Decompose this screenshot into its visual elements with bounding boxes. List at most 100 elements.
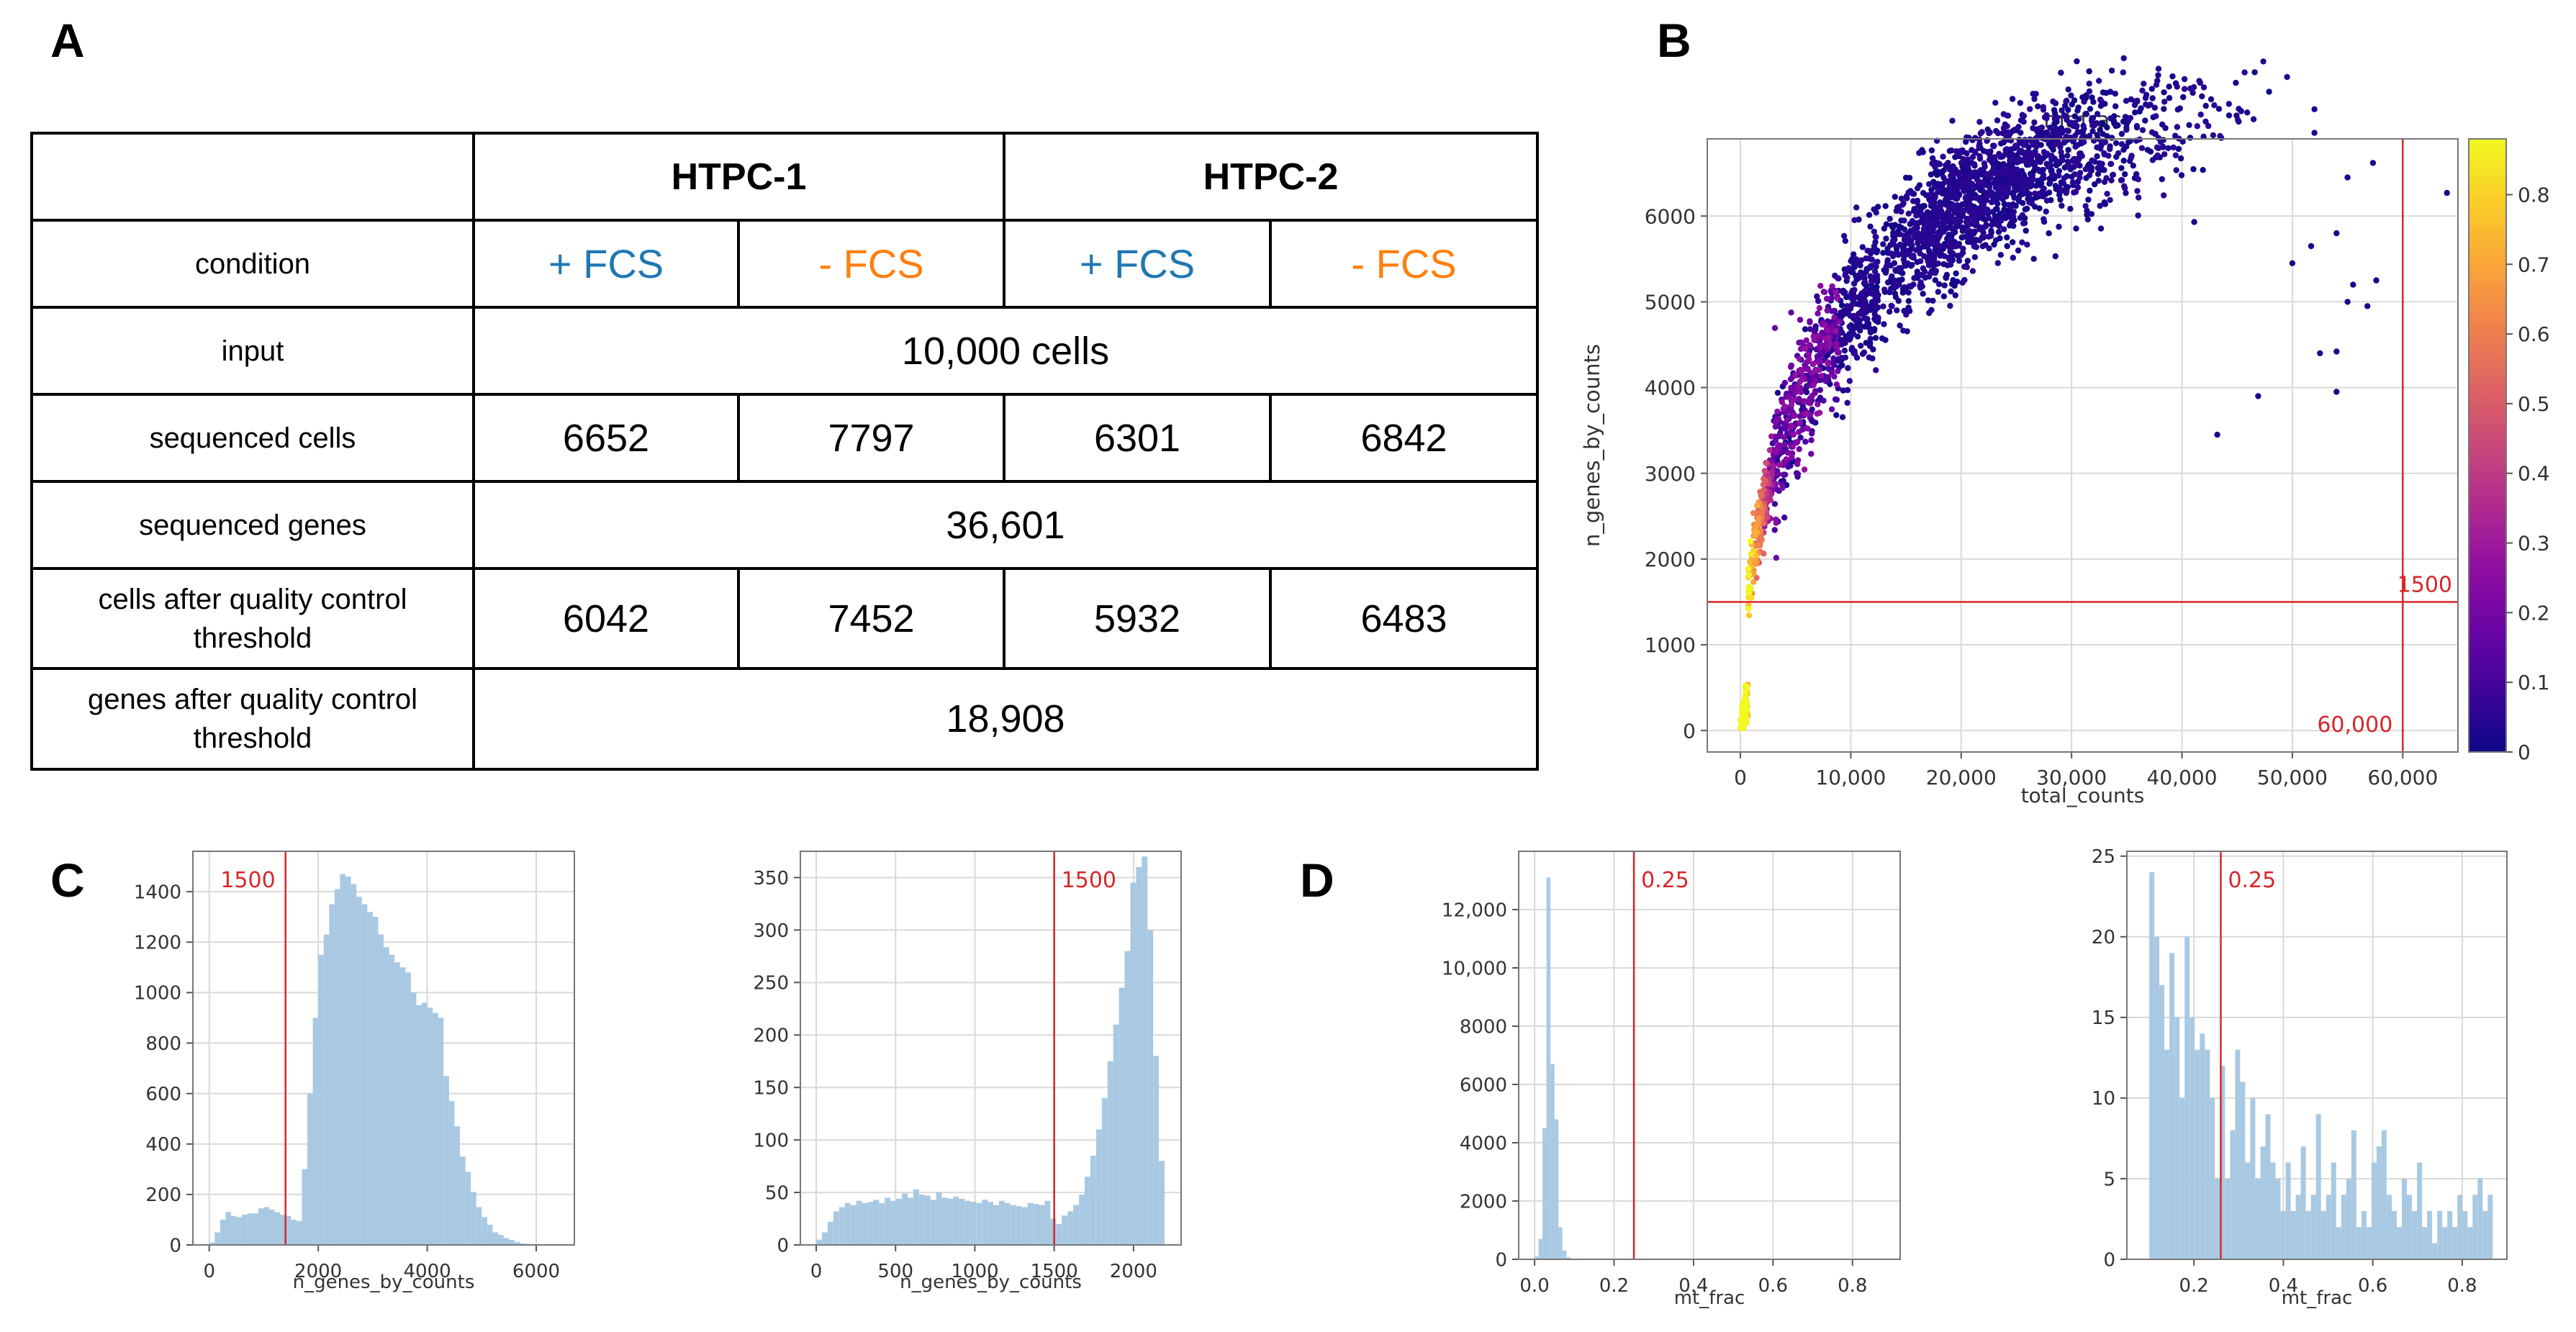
scatter-point [1880, 250, 1886, 256]
scatter-point [2058, 69, 2064, 76]
scatter-point [2118, 177, 2125, 184]
scatter-point [2160, 143, 2166, 150]
scatter-point [1794, 438, 1801, 445]
scatter-point [1992, 99, 1999, 106]
scatter-point [2022, 179, 2028, 186]
scatter-point [1959, 227, 1966, 235]
scatter-point [2200, 167, 2206, 173]
scatter-point [1832, 289, 1839, 295]
scatter-point [2033, 143, 2040, 150]
scatter-point [1947, 302, 1953, 309]
scatter-point [1996, 150, 2002, 157]
scatter-point [2023, 158, 2029, 166]
histogram-bar [862, 1202, 868, 1245]
scatter-point [1926, 248, 1933, 254]
y-tick-label: 0 [1683, 719, 1696, 743]
scatter-point [1797, 435, 1804, 441]
histogram-bar [976, 1202, 982, 1245]
scatter-point [1905, 298, 1912, 304]
scatter-point [2161, 151, 2168, 158]
scatter-point [1948, 147, 1955, 154]
scatter-point [1774, 408, 1781, 415]
scatter-point [1884, 257, 1891, 263]
histogram-bar [2361, 1210, 2367, 1259]
scatter-point [1808, 450, 1815, 457]
histogram-bar [2290, 1210, 2296, 1259]
histogram-bar [2331, 1162, 2336, 1259]
scatter-point [1817, 386, 1823, 394]
scatter-point [2097, 127, 2103, 133]
y-tick-label: 5 [2103, 1169, 2115, 1190]
y-tick-label: 0 [2103, 1249, 2115, 1271]
histogram-bar [2210, 1097, 2215, 1259]
colorbar-tick-label: 0.8 [2518, 183, 2550, 207]
scatter-point [2364, 303, 2371, 309]
scatter-point [2086, 132, 2093, 139]
histogram-bar [433, 1012, 438, 1245]
scatter-point [2214, 431, 2220, 438]
scatter-point [1953, 196, 1959, 202]
scatter-point [1809, 406, 1815, 413]
histogram-bar [1044, 1200, 1051, 1245]
histogram-bar [2387, 1195, 2392, 1259]
scatter-point [1842, 272, 1848, 278]
scatter-point [1889, 273, 1895, 280]
histogram-bar [890, 1200, 897, 1245]
x-axis-label: total_counts [2021, 784, 2145, 807]
histogram-bar [253, 1213, 258, 1245]
scatter-point [2108, 177, 2115, 184]
scatter-point [1841, 232, 1848, 240]
histogram-bar [334, 889, 340, 1245]
histogram-bar [2280, 1210, 2286, 1259]
scatter-point [1944, 243, 1951, 249]
scatter-point [1917, 237, 1924, 245]
scatter-point [2202, 118, 2209, 125]
scatter-point [1923, 232, 1930, 239]
scatter-point [1791, 412, 1797, 420]
scatter-point [1898, 195, 1905, 202]
histogram-bar [1090, 1156, 1096, 1245]
histogram-bar [2452, 1227, 2458, 1259]
histogram-bar [2230, 1130, 2236, 1259]
panel-label-a: A [50, 14, 85, 67]
scatter-point [2148, 86, 2155, 92]
scatter-point [1935, 260, 1942, 267]
histogram-bar [2381, 1130, 2387, 1259]
scatter-point [2024, 241, 2030, 248]
scatter-point [1831, 307, 1838, 314]
histogram-bar [2295, 1195, 2301, 1259]
scatter-point [2061, 180, 2067, 186]
scatter-point [1851, 280, 1858, 287]
scatter-point [2199, 93, 2205, 100]
scatter-point [2112, 122, 2119, 130]
x-tick-label: 4000 [403, 1261, 451, 1282]
scatter-point [1924, 220, 1930, 227]
scatter-point [2149, 157, 2156, 163]
y-tick-label: 250 [753, 973, 789, 995]
x-tick-label: 0.8 [1838, 1275, 1867, 1297]
scatter-point [1835, 368, 1841, 374]
histogram-bar [885, 1197, 891, 1245]
scatter-point [2069, 101, 2075, 108]
scatter-point [1911, 230, 1917, 237]
scatter-point [1930, 155, 1936, 162]
scatter-point [1858, 257, 1865, 263]
scatter-point [1994, 260, 2001, 266]
histogram-bar [2447, 1210, 2453, 1259]
histogram-bar [913, 1189, 919, 1245]
scatter-point [1880, 303, 1886, 309]
histogram-bar [448, 1101, 455, 1245]
scatter-point [1810, 333, 1817, 340]
y-tick-label: 600 [145, 1084, 181, 1105]
scatter-point [1807, 400, 1814, 407]
scatter-point [2115, 150, 2122, 157]
scatter-point [1804, 384, 1810, 390]
x-tick-label: 0 [810, 1261, 823, 1282]
scatter-point [1845, 365, 1851, 371]
scatter-point [2147, 101, 2154, 108]
x-tick-label: 0.2 [2179, 1275, 2208, 1297]
scatter-point [2026, 181, 2033, 187]
histogram-bar [2270, 1162, 2276, 1259]
scatter-point [1949, 231, 1956, 237]
scatter-point [1989, 199, 1995, 206]
